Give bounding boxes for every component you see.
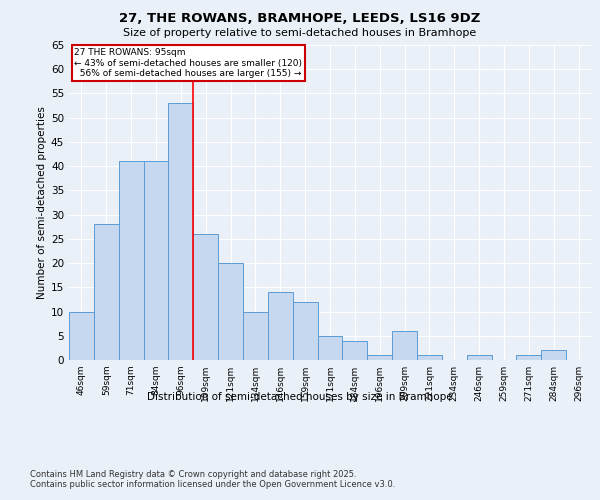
Bar — [268, 292, 293, 360]
Bar — [417, 355, 442, 360]
Bar — [343, 340, 367, 360]
Bar — [218, 263, 243, 360]
Bar — [243, 312, 268, 360]
Bar — [367, 355, 392, 360]
Text: 27 THE ROWANS: 95sqm
← 43% of semi-detached houses are smaller (120)
  56% of se: 27 THE ROWANS: 95sqm ← 43% of semi-detac… — [74, 48, 302, 78]
Bar — [143, 162, 169, 360]
Bar — [317, 336, 343, 360]
Bar — [94, 224, 119, 360]
Bar — [293, 302, 317, 360]
Text: Size of property relative to semi-detached houses in Bramhope: Size of property relative to semi-detach… — [124, 28, 476, 38]
Bar — [193, 234, 218, 360]
Bar — [467, 355, 491, 360]
Bar — [69, 312, 94, 360]
Text: 27, THE ROWANS, BRAMHOPE, LEEDS, LS16 9DZ: 27, THE ROWANS, BRAMHOPE, LEEDS, LS16 9D… — [119, 12, 481, 26]
Text: Contains HM Land Registry data © Crown copyright and database right 2025.
Contai: Contains HM Land Registry data © Crown c… — [30, 470, 395, 490]
Bar — [541, 350, 566, 360]
Bar — [517, 355, 541, 360]
Bar — [119, 162, 143, 360]
Text: Distribution of semi-detached houses by size in Bramhope: Distribution of semi-detached houses by … — [147, 392, 453, 402]
Y-axis label: Number of semi-detached properties: Number of semi-detached properties — [37, 106, 47, 299]
Bar — [392, 331, 417, 360]
Bar — [169, 103, 193, 360]
